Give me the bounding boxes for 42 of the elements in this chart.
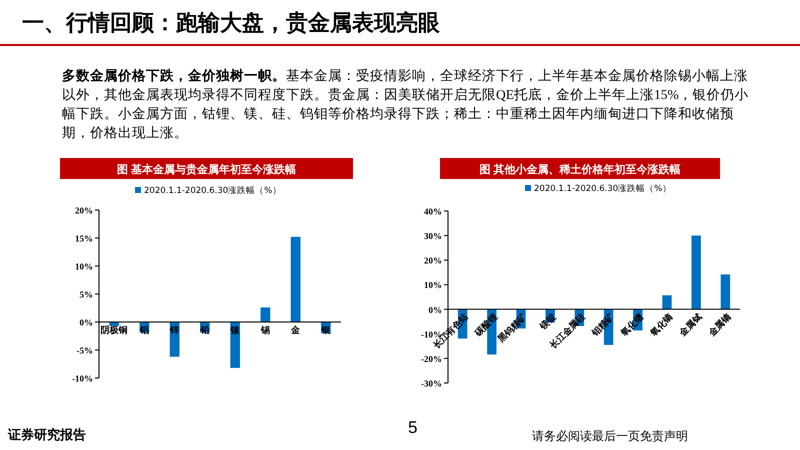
chart-title: 图 基本金属与贵金属年初至今涨跌幅	[117, 163, 296, 176]
y-tick-label: -20%	[421, 354, 442, 364]
text: 多数金属价格下跌，金价独树一帜。基本金属：受疫情影响，全球经济下行，上半年基本金属价格除锡小幅上涨以外，其他金属表现均录得不同程度下跌。贵金属：因美联储开启无限QE托底，金价上半年上涨15%，银价仍小幅下跌。小金属方面，钴锂、镁、硅、钨钼等价格均录得下跌；稀土：中重稀土因年内缅甸进口下降和收储预期，价格出现上涨。	[62, 67, 750, 142]
y-tick-label: 10%	[75, 262, 93, 272]
x-tick-label: 阴极铜	[100, 325, 128, 335]
text: 请务必阅读最后一页免责声明	[532, 428, 688, 445]
x-tick-label: 镁锭	[537, 312, 558, 332]
x-tick-label: 氧化镝	[648, 312, 674, 338]
bar	[720, 274, 730, 310]
y-tick-label: 40%	[424, 206, 442, 216]
x-tick-label: 金	[290, 325, 302, 335]
y-tick-label: -10%	[72, 374, 93, 384]
text: 5	[408, 418, 418, 438]
y-tick-label: 20%	[424, 256, 442, 266]
x-tick-label: 银	[320, 325, 332, 335]
x-tick-label: 氧化镨	[618, 312, 646, 338]
bar	[290, 236, 300, 322]
y-tick-label: -30%	[421, 378, 442, 388]
text: 证券研究报告	[8, 426, 86, 444]
x-tick-label: 金属镝	[706, 312, 733, 338]
x-tick-label: 锌	[169, 325, 180, 335]
chart-title: 图 其他小金属、稀土价格年初至今涨跌幅	[480, 163, 680, 176]
bar	[260, 307, 270, 322]
x-tick-label: 钼精矿	[589, 312, 616, 338]
y-tick-label: 15%	[75, 234, 93, 244]
legend-label: 2020.1.1-2020.6.30涨跌幅（%）	[534, 183, 672, 194]
x-tick-label: 金属铽	[676, 312, 704, 338]
text: 一、行情回顾：跑输大盘，贵金属表现亮眼	[22, 10, 440, 38]
y-tick-label: 20%	[75, 206, 93, 216]
y-tick-label: 0%	[428, 304, 442, 315]
x-tick-label: 锡	[260, 325, 270, 335]
y-tick-label: 30%	[424, 231, 442, 242]
legend-label: 2020.1.1-2020.6.30涨跌幅（%）	[144, 185, 282, 196]
x-tick-label: 铅	[199, 325, 210, 335]
y-tick-label: -5%	[76, 346, 93, 356]
bar	[662, 295, 672, 310]
x-tick-label: 镍	[230, 325, 241, 335]
y-tick-label: 10%	[424, 280, 442, 290]
y-tick-label: 0%	[80, 318, 93, 328]
x-tick-label: 铝	[138, 325, 149, 335]
y-tick-label: 5%	[80, 290, 93, 300]
bar	[692, 236, 701, 310]
